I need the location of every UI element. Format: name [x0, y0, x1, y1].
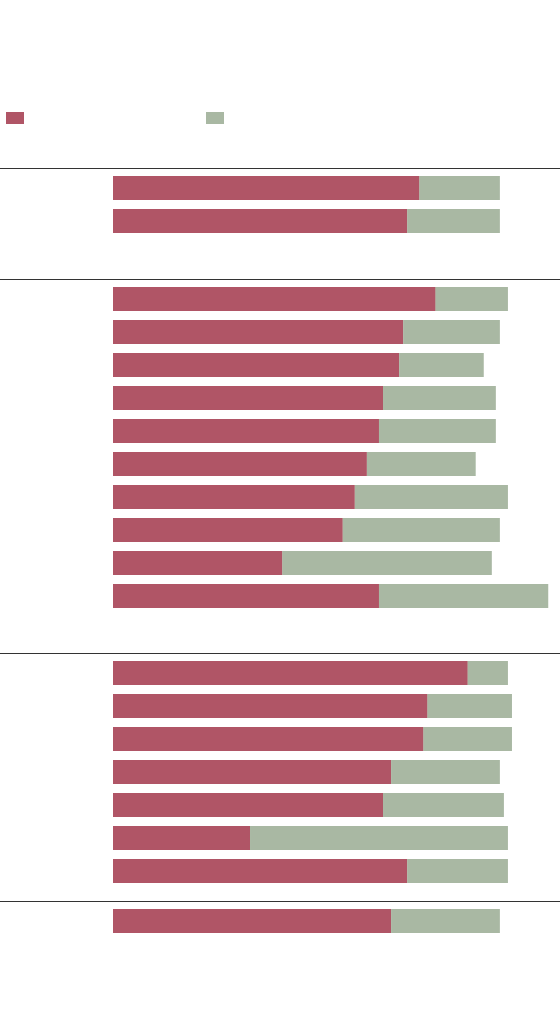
- bar-segment-series-2: [407, 859, 508, 883]
- bar-segment-series-1: [113, 353, 400, 377]
- bar-segment-series-1: [113, 320, 404, 344]
- bar-segment-series-2: [467, 661, 508, 685]
- legend-swatch-1: [6, 112, 24, 124]
- bar-segment-series-2: [419, 176, 500, 200]
- bar-segment-series-1: [113, 452, 367, 476]
- bar-segment-series-1: [113, 287, 436, 311]
- bar-segment-series-1: [113, 727, 424, 751]
- legend-swatch-2: [206, 112, 224, 124]
- bar-segment-series-2: [250, 826, 508, 850]
- bar-segment-series-2: [391, 760, 500, 784]
- bar-segment-series-1: [113, 386, 384, 410]
- bar-segment-series-1: [113, 694, 428, 718]
- bar-segment-series-2: [378, 419, 496, 443]
- bar-segment-series-2: [391, 909, 500, 933]
- bar-segment-series-1: [113, 793, 384, 817]
- bar-segment-series-1: [113, 485, 355, 509]
- bar-segment-series-1: [113, 209, 408, 233]
- bar-segment-series-1: [113, 859, 408, 883]
- bar-segment-series-2: [383, 793, 504, 817]
- bar-segment-series-2: [435, 287, 508, 311]
- bar-segment-series-2: [407, 209, 500, 233]
- bar-segment-series-2: [427, 694, 512, 718]
- bar-segment-series-1: [113, 760, 392, 784]
- bar-segment-series-1: [113, 584, 379, 608]
- bar-segment-series-1: [113, 518, 343, 542]
- bar-segment-series-1: [113, 909, 392, 933]
- bar-segment-series-2: [354, 485, 508, 509]
- bar-segment-series-2: [423, 727, 512, 751]
- bar-segment-series-1: [113, 419, 379, 443]
- bar-segment-series-1: [113, 551, 283, 575]
- bar-segment-series-2: [366, 452, 476, 476]
- bar-segment-series-2: [282, 551, 492, 575]
- bar-segment-series-1: [113, 176, 420, 200]
- bar-segment-series-2: [403, 320, 500, 344]
- bar-segment-series-1: [113, 826, 251, 850]
- bar-segment-series-2: [399, 353, 484, 377]
- bar-segment-series-2: [383, 386, 496, 410]
- bar-segment-series-1: [113, 661, 468, 685]
- bar-segment-series-2: [378, 584, 549, 608]
- bar-segment-series-2: [342, 518, 500, 542]
